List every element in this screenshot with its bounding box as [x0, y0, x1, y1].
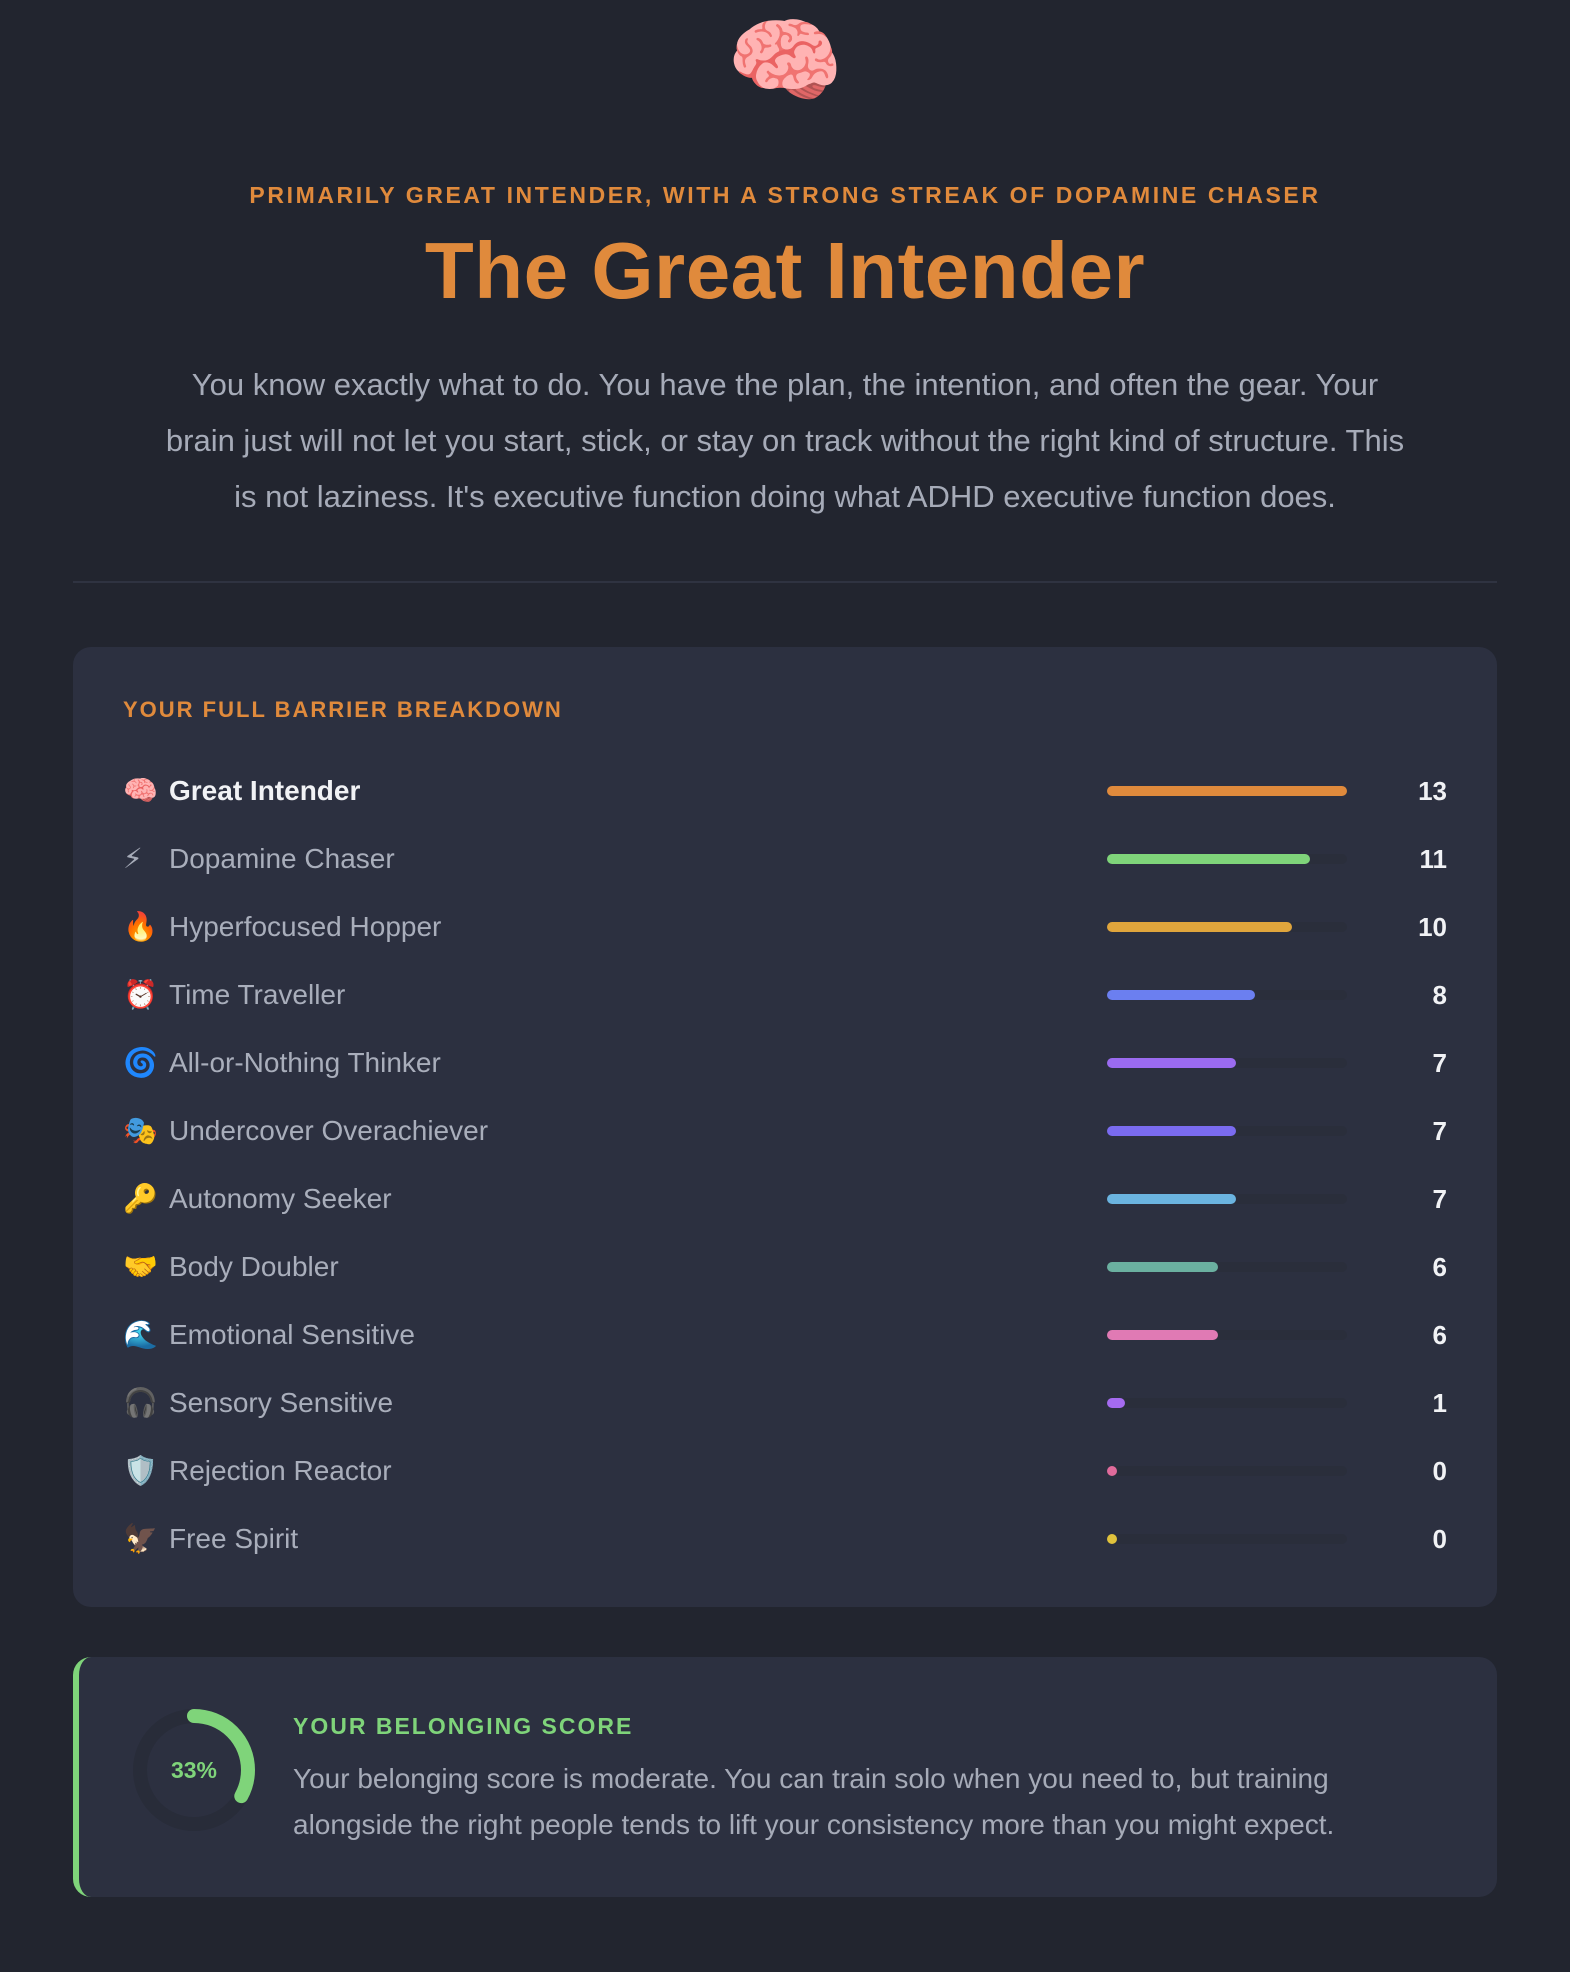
barrier-row: 🔥 Hyperfocused Hopper 10 [123, 893, 1447, 961]
barrier-row: 🎭 Undercover Overachiever 7 [123, 1097, 1447, 1165]
barrier-score: 13 [1418, 775, 1447, 806]
barrier-label: Great Intender [169, 775, 361, 806]
belonging-percent: 33% [170, 1756, 218, 1783]
barrier-label: Emotional Sensitive [169, 1319, 415, 1350]
barrier-emoji-icon: ⚡ [123, 843, 143, 874]
barrier-label: Dopamine Chaser [169, 843, 395, 874]
barrier-label: Hyperfocused Hopper [169, 911, 442, 942]
barrier-bar-fill [1107, 1534, 1117, 1544]
barrier-bar-fill [1107, 1262, 1218, 1272]
barrier-score: 7 [1432, 1047, 1447, 1078]
barrier-label: Time Traveller [169, 979, 346, 1010]
barrier-bar-track [1107, 1194, 1347, 1204]
barrier-emoji-icon: 🛡️ [123, 1455, 158, 1486]
barrier-row: 🌊 Emotional Sensitive 6 [123, 1301, 1447, 1369]
belonging-body: YOUR BELONGING SCORE Your belonging scor… [293, 1713, 1447, 1848]
barrier-row: 🔑 Autonomy Seeker 7 [123, 1165, 1447, 1233]
barrier-bar-track [1107, 1534, 1347, 1544]
barrier-emoji-icon: 🤝 [123, 1251, 158, 1282]
barrier-emoji-icon: 🎭 [123, 1115, 158, 1146]
breakdown-list: 🧠 Great Intender 13 ⚡ Dopamine Chaser 11 🔥 Hype… [123, 757, 1447, 1573]
barrier-label: Free Spirit [169, 1523, 299, 1554]
barrier-score: 6 [1432, 1251, 1447, 1282]
barrier-bar-fill [1107, 1466, 1117, 1476]
barrier-bar-fill [1107, 1058, 1237, 1068]
barrier-bar-fill [1107, 1194, 1237, 1204]
barrier-bar-fill [1107, 1126, 1237, 1136]
barrier-bar-track [1107, 1398, 1347, 1408]
barrier-label: Sensory Sensitive [169, 1387, 394, 1418]
barrier-bar-fill [1107, 990, 1255, 1000]
barrier-emoji-icon: 🧠 [123, 775, 158, 806]
barrier-bar-track [1107, 854, 1347, 864]
barrier-bar-track [1107, 1330, 1347, 1340]
barrier-bar-track [1107, 1262, 1347, 1272]
barrier-score: 8 [1432, 979, 1447, 1010]
barrier-score: 10 [1418, 911, 1447, 942]
barrier-row: 🛡️ Rejection Reactor 0 [123, 1437, 1447, 1505]
breakdown-title: YOUR FULL BARRIER BREAKDOWN [123, 697, 563, 722]
barrier-bar-track [1107, 786, 1347, 796]
barrier-bar-fill [1107, 1398, 1126, 1408]
barrier-emoji-icon: 🦅 [123, 1523, 158, 1554]
barrier-row: 🧠 Great Intender 13 [123, 757, 1447, 825]
result-subtitle: PRIMARILY GREAT INTENDER, WITH A STRONG … [249, 182, 1321, 208]
belonging-title: YOUR BELONGING SCORE [293, 1713, 634, 1739]
barrier-row: ⚡ Dopamine Chaser 11 [123, 825, 1447, 893]
barrier-label: All-or-Nothing Thinker [169, 1047, 441, 1078]
barrier-label: Autonomy Seeker [169, 1183, 392, 1214]
barrier-emoji-icon: 🔥 [123, 911, 158, 942]
belonging-score-card: 33% YOUR BELONGING SCORE Your belonging … [73, 1657, 1497, 1897]
barrier-score: 0 [1432, 1523, 1447, 1554]
page-title: The Great Intender [424, 226, 1146, 315]
barrier-score: 0 [1432, 1455, 1447, 1486]
barrier-label: Rejection Reactor [169, 1455, 392, 1486]
barrier-bar-fill [1107, 786, 1347, 796]
barrier-score: 11 [1419, 843, 1448, 874]
barrier-score: 1 [1432, 1387, 1447, 1418]
barrier-bar-track [1107, 1058, 1347, 1068]
barrier-bar-fill [1107, 1330, 1218, 1340]
barrier-emoji-icon: ⏰ [123, 979, 158, 1010]
belonging-progress-ring [133, 1709, 255, 1831]
barrier-bar-fill [1107, 854, 1311, 864]
barrier-emoji-icon: 🎧 [123, 1387, 158, 1418]
divider [73, 581, 1497, 583]
barrier-row: 🌀 All-or-Nothing Thinker 7 [123, 1029, 1447, 1097]
belonging-text: Your belonging score is moderate. You ca… [293, 1763, 1335, 1840]
barrier-breakdown-card: YOUR FULL BARRIER BREAKDOWN 🧠 Great Inten… [73, 647, 1497, 1607]
barrier-bar-fill [1107, 922, 1292, 932]
barrier-emoji-icon: 🔑 [123, 1183, 158, 1214]
barrier-score: 7 [1432, 1183, 1447, 1214]
barrier-emoji-icon: 🌀 [123, 1047, 158, 1078]
barrier-label: Body Doubler [169, 1251, 339, 1282]
barrier-row: 🤝 Body Doubler 6 [123, 1233, 1447, 1301]
barrier-bar-track [1107, 1126, 1347, 1136]
barrier-row: ⏰ Time Traveller 8 [123, 961, 1447, 1029]
results-page: 🧠 PRIMARILY GREAT INTENDER, WITH A STRON… [73, 0, 1497, 1897]
brain-icon: 🧠 [726, 8, 844, 113]
barrier-emoji-icon: 🌊 [123, 1319, 158, 1350]
result-description: You know exactly what to do. You have th… [165, 367, 1405, 514]
belonging-progress-arc [133, 1709, 255, 1831]
barrier-score: 7 [1432, 1115, 1447, 1146]
barrier-bar-track [1107, 922, 1347, 932]
barrier-row: 🦅 Free Spirit 0 [123, 1505, 1447, 1573]
barrier-bar-track [1107, 1466, 1347, 1476]
barrier-row: 🎧 Sensory Sensitive 1 [123, 1369, 1447, 1437]
barrier-score: 6 [1432, 1319, 1447, 1350]
barrier-bar-track [1107, 990, 1347, 1000]
barrier-label: Undercover Overachiever [169, 1115, 489, 1146]
